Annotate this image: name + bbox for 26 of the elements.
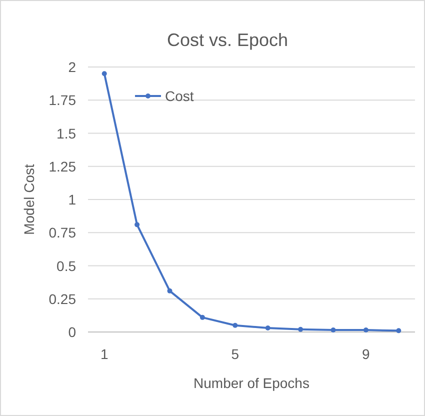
point xyxy=(363,328,368,333)
legend-label: Cost xyxy=(165,88,194,104)
point xyxy=(232,322,238,328)
y-tick-label: 0.5 xyxy=(56,258,76,274)
y-tick-label: 0 xyxy=(68,324,76,340)
point xyxy=(167,288,172,294)
point xyxy=(265,326,270,331)
y-tick-label: 1.75 xyxy=(48,92,76,108)
x-axis-title: Number of Epochs xyxy=(194,375,310,391)
x-tick-label: 1 xyxy=(100,346,108,362)
y-tick-label: 0.75 xyxy=(48,224,76,241)
point xyxy=(298,326,304,332)
x-tick-label: 5 xyxy=(231,346,240,362)
y-tick-label: 1.5 xyxy=(56,125,76,142)
y-axis-title: Model Cost xyxy=(21,164,37,235)
point xyxy=(200,314,205,320)
chart-title: Cost vs. Epoch xyxy=(166,30,288,50)
y-tick-label: 2 xyxy=(68,59,76,75)
y-tick-label: 0.25 xyxy=(48,290,76,307)
y-tick-label: 1 xyxy=(68,192,76,208)
point xyxy=(134,222,140,228)
point xyxy=(396,328,402,334)
x-tick-label: 9 xyxy=(362,346,370,362)
y-tick-label: 1.25 xyxy=(48,158,76,174)
point xyxy=(330,328,336,333)
point xyxy=(102,71,107,76)
